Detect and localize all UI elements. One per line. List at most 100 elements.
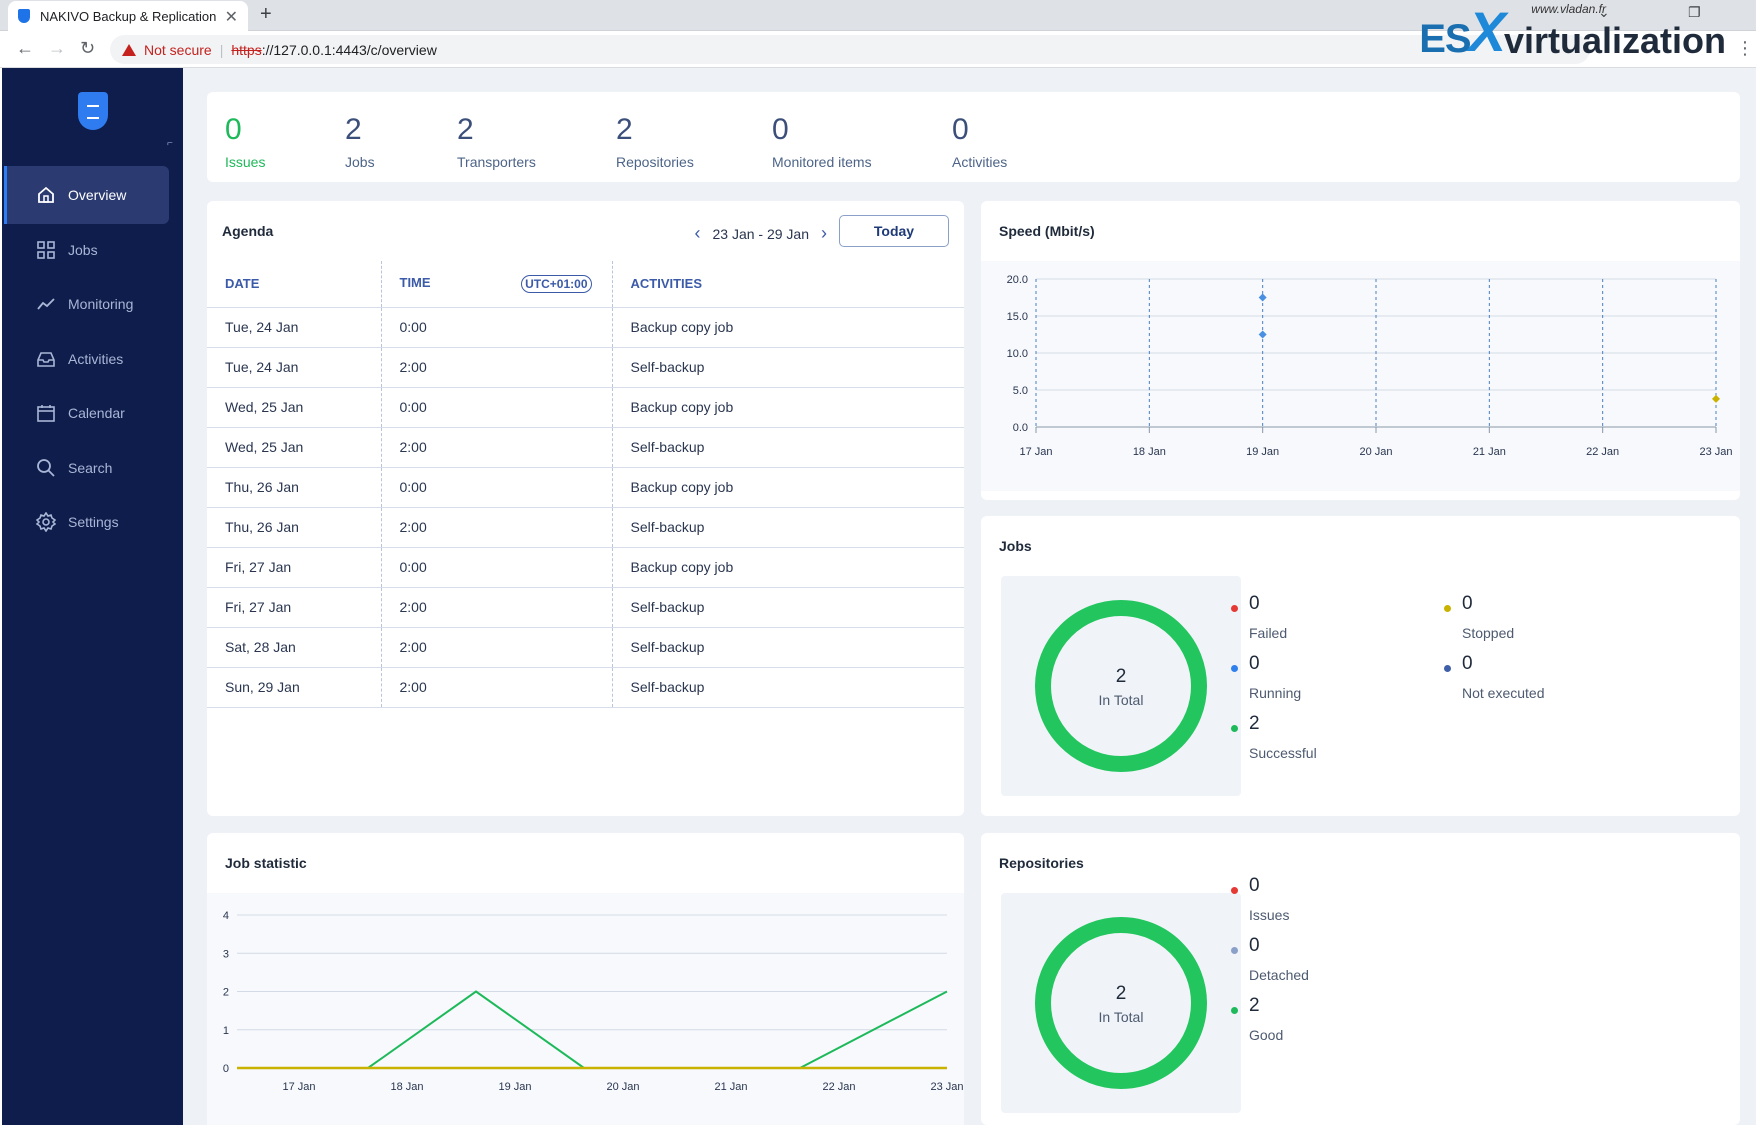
repositories-total-label: In Total	[1098, 1009, 1144, 1025]
summary-label: Activities	[952, 154, 1008, 170]
summary-activities[interactable]: 0 Activities	[952, 112, 1007, 170]
cell-activity: Backup copy job	[612, 547, 964, 588]
status-dot	[1231, 1007, 1238, 1014]
y-tick-label: 4	[223, 910, 229, 922]
x-tick-label: 19 Jan	[498, 1081, 531, 1093]
close-tab-icon[interactable]: ✕	[224, 9, 238, 26]
speed-chart: 0.0 5.0 10.0 15.0 20.0 17 Jan 18 Jan 19 Jan 20 J…	[981, 261, 1740, 491]
sidebar-item-label: Overview	[68, 187, 127, 203]
table-row[interactable]: Wed, 25 Jan 2:00 Self-backup	[207, 427, 964, 468]
chevron-right-icon[interactable]: ›	[821, 223, 827, 243]
back-icon[interactable]: ←	[16, 38, 34, 58]
sidebar-item-search[interactable]: Search	[4, 439, 169, 497]
plot-background	[207, 893, 964, 1125]
status-dot	[1231, 725, 1238, 732]
not-secure-label[interactable]: Not secure	[144, 41, 212, 58]
sidebar-item-label: Settings	[68, 514, 119, 530]
summary-value: 2	[616, 113, 633, 146]
data-point	[1712, 394, 1720, 403]
status-dot	[1231, 605, 1238, 612]
summary-issues[interactable]: 0 Issues	[225, 112, 265, 170]
status-dot	[1231, 665, 1238, 672]
new-tab-icon[interactable]: +	[260, 3, 272, 25]
legend-label: Stopped	[1462, 625, 1515, 641]
agenda-range: 23 Jan - 29 Jan	[712, 225, 809, 242]
status-dot	[1231, 947, 1238, 954]
collapse-sidebar-icon[interactable]: ⌐	[167, 138, 173, 149]
legend-value: 0	[1249, 653, 1260, 674]
restore-window-icon[interactable]: ❐	[1688, 4, 1701, 20]
sidebar-item-activities[interactable]: Activities	[4, 330, 169, 388]
summary-repositories[interactable]: 2 Repositories	[616, 112, 694, 170]
timezone-badge[interactable]: UTC+01:00	[521, 274, 592, 293]
jobs-donut[interactable]: 2 In Total	[1001, 576, 1241, 796]
table-row[interactable]: Sat, 28 Jan 2:00 Self-backup	[207, 627, 964, 668]
forward-icon[interactable]: →	[48, 38, 66, 58]
cell-time: 2:00	[381, 507, 613, 548]
sidebar-item-label: Monitoring	[68, 296, 134, 312]
main-content: 0 Issues 2 Jobs 2 Transporters 2 Reposit…	[183, 68, 1756, 1125]
legend-label: Successful	[1249, 745, 1317, 761]
url-scheme: https	[231, 41, 262, 58]
legend-value: 0	[1249, 593, 1260, 614]
y-tick-label: 2	[223, 987, 229, 999]
cell-activity: Self-backup	[612, 347, 964, 388]
x-tick-label: 22 Jan	[1586, 446, 1619, 458]
cell-time: 0:00	[381, 307, 613, 348]
cell-date: Fri, 27 Jan	[207, 547, 382, 588]
sidebar-item-overview[interactable]: Overview	[4, 166, 169, 224]
table-row[interactable]: Fri, 27 Jan 0:00 Backup copy job	[207, 547, 964, 588]
summary-jobs[interactable]: 2 Jobs	[345, 112, 375, 170]
cell-activity: Self-backup	[612, 667, 964, 708]
summary-monitored-items[interactable]: 0 Monitored items	[772, 112, 872, 170]
chevron-left-icon[interactable]: ‹	[694, 223, 701, 243]
sidebar-item-jobs[interactable]: Jobs	[4, 221, 169, 279]
browser-tab[interactable]: NAKIVO Backup & Replication ✕	[8, 1, 248, 31]
cell-date: Tue, 24 Jan	[207, 307, 382, 348]
column-header-time: TIME UTC+01:00	[381, 261, 613, 308]
table-row[interactable]: Wed, 25 Jan 0:00 Backup copy job	[207, 387, 964, 428]
today-button[interactable]: Today	[839, 215, 949, 247]
summary-transporters[interactable]: 2 Transporters	[457, 112, 536, 170]
tab-search-icon[interactable]: ⌄	[1598, 4, 1610, 20]
nakivo-logo-icon[interactable]	[78, 92, 108, 130]
data-point	[1258, 330, 1267, 339]
table-row[interactable]: Fri, 27 Jan 2:00 Self-backup	[207, 587, 964, 628]
table-row[interactable]: Tue, 24 Jan 0:00 Backup copy job	[207, 307, 964, 348]
sidebar-item-label: Calendar	[68, 405, 125, 421]
search-icon	[36, 458, 56, 478]
summary-value: 2	[457, 113, 474, 146]
browser-menu-icon[interactable]: ⋮	[1736, 38, 1754, 58]
table-row[interactable]: Thu, 26 Jan 2:00 Self-backup	[207, 507, 964, 548]
legend-label: Issues	[1249, 907, 1290, 923]
summary-value: 0	[952, 113, 969, 146]
repositories-donut-center: 2 In Total	[1001, 983, 1241, 1025]
legend-value: 0	[1249, 875, 1260, 896]
summary-label: Jobs	[345, 154, 375, 170]
reload-icon[interactable]: ↻	[80, 38, 96, 58]
jobs-title: Jobs	[999, 538, 1032, 554]
status-dot	[1444, 665, 1451, 672]
cell-time: 2:00	[381, 347, 613, 388]
watermark-x: X	[1468, 0, 1506, 63]
legend-label: Good	[1249, 1027, 1284, 1043]
url-field[interactable]: Not secure | https ://127.0.0.1:4443/c/o…	[110, 35, 1590, 64]
table-row[interactable]: Thu, 26 Jan 0:00 Backup copy job	[207, 467, 964, 508]
cell-activity: Backup copy job	[612, 387, 964, 428]
cell-date: Fri, 27 Jan	[207, 587, 382, 628]
summary-value: 0	[772, 113, 789, 146]
summary-label: Repositories	[616, 154, 694, 170]
repositories-title: Repositories	[999, 855, 1084, 871]
calendar-icon	[36, 403, 56, 423]
job-statistic-title: Job statistic	[225, 855, 307, 871]
sidebar-item-settings[interactable]: Settings	[4, 493, 169, 551]
sidebar-item-monitoring[interactable]: Monitoring	[4, 275, 169, 333]
cell-time: 0:00	[381, 467, 613, 508]
table-row[interactable]: Sun, 29 Jan 2:00 Self-backup	[207, 667, 964, 708]
sidebar-item-calendar[interactable]: Calendar	[4, 384, 169, 442]
table-row[interactable]: Tue, 24 Jan 2:00 Self-backup	[207, 347, 964, 388]
cell-time: 0:00	[381, 547, 613, 588]
legend-value: 0	[1462, 593, 1473, 614]
legend-value: 2	[1249, 995, 1260, 1016]
repositories-donut[interactable]: 2 In Total	[1001, 893, 1241, 1113]
